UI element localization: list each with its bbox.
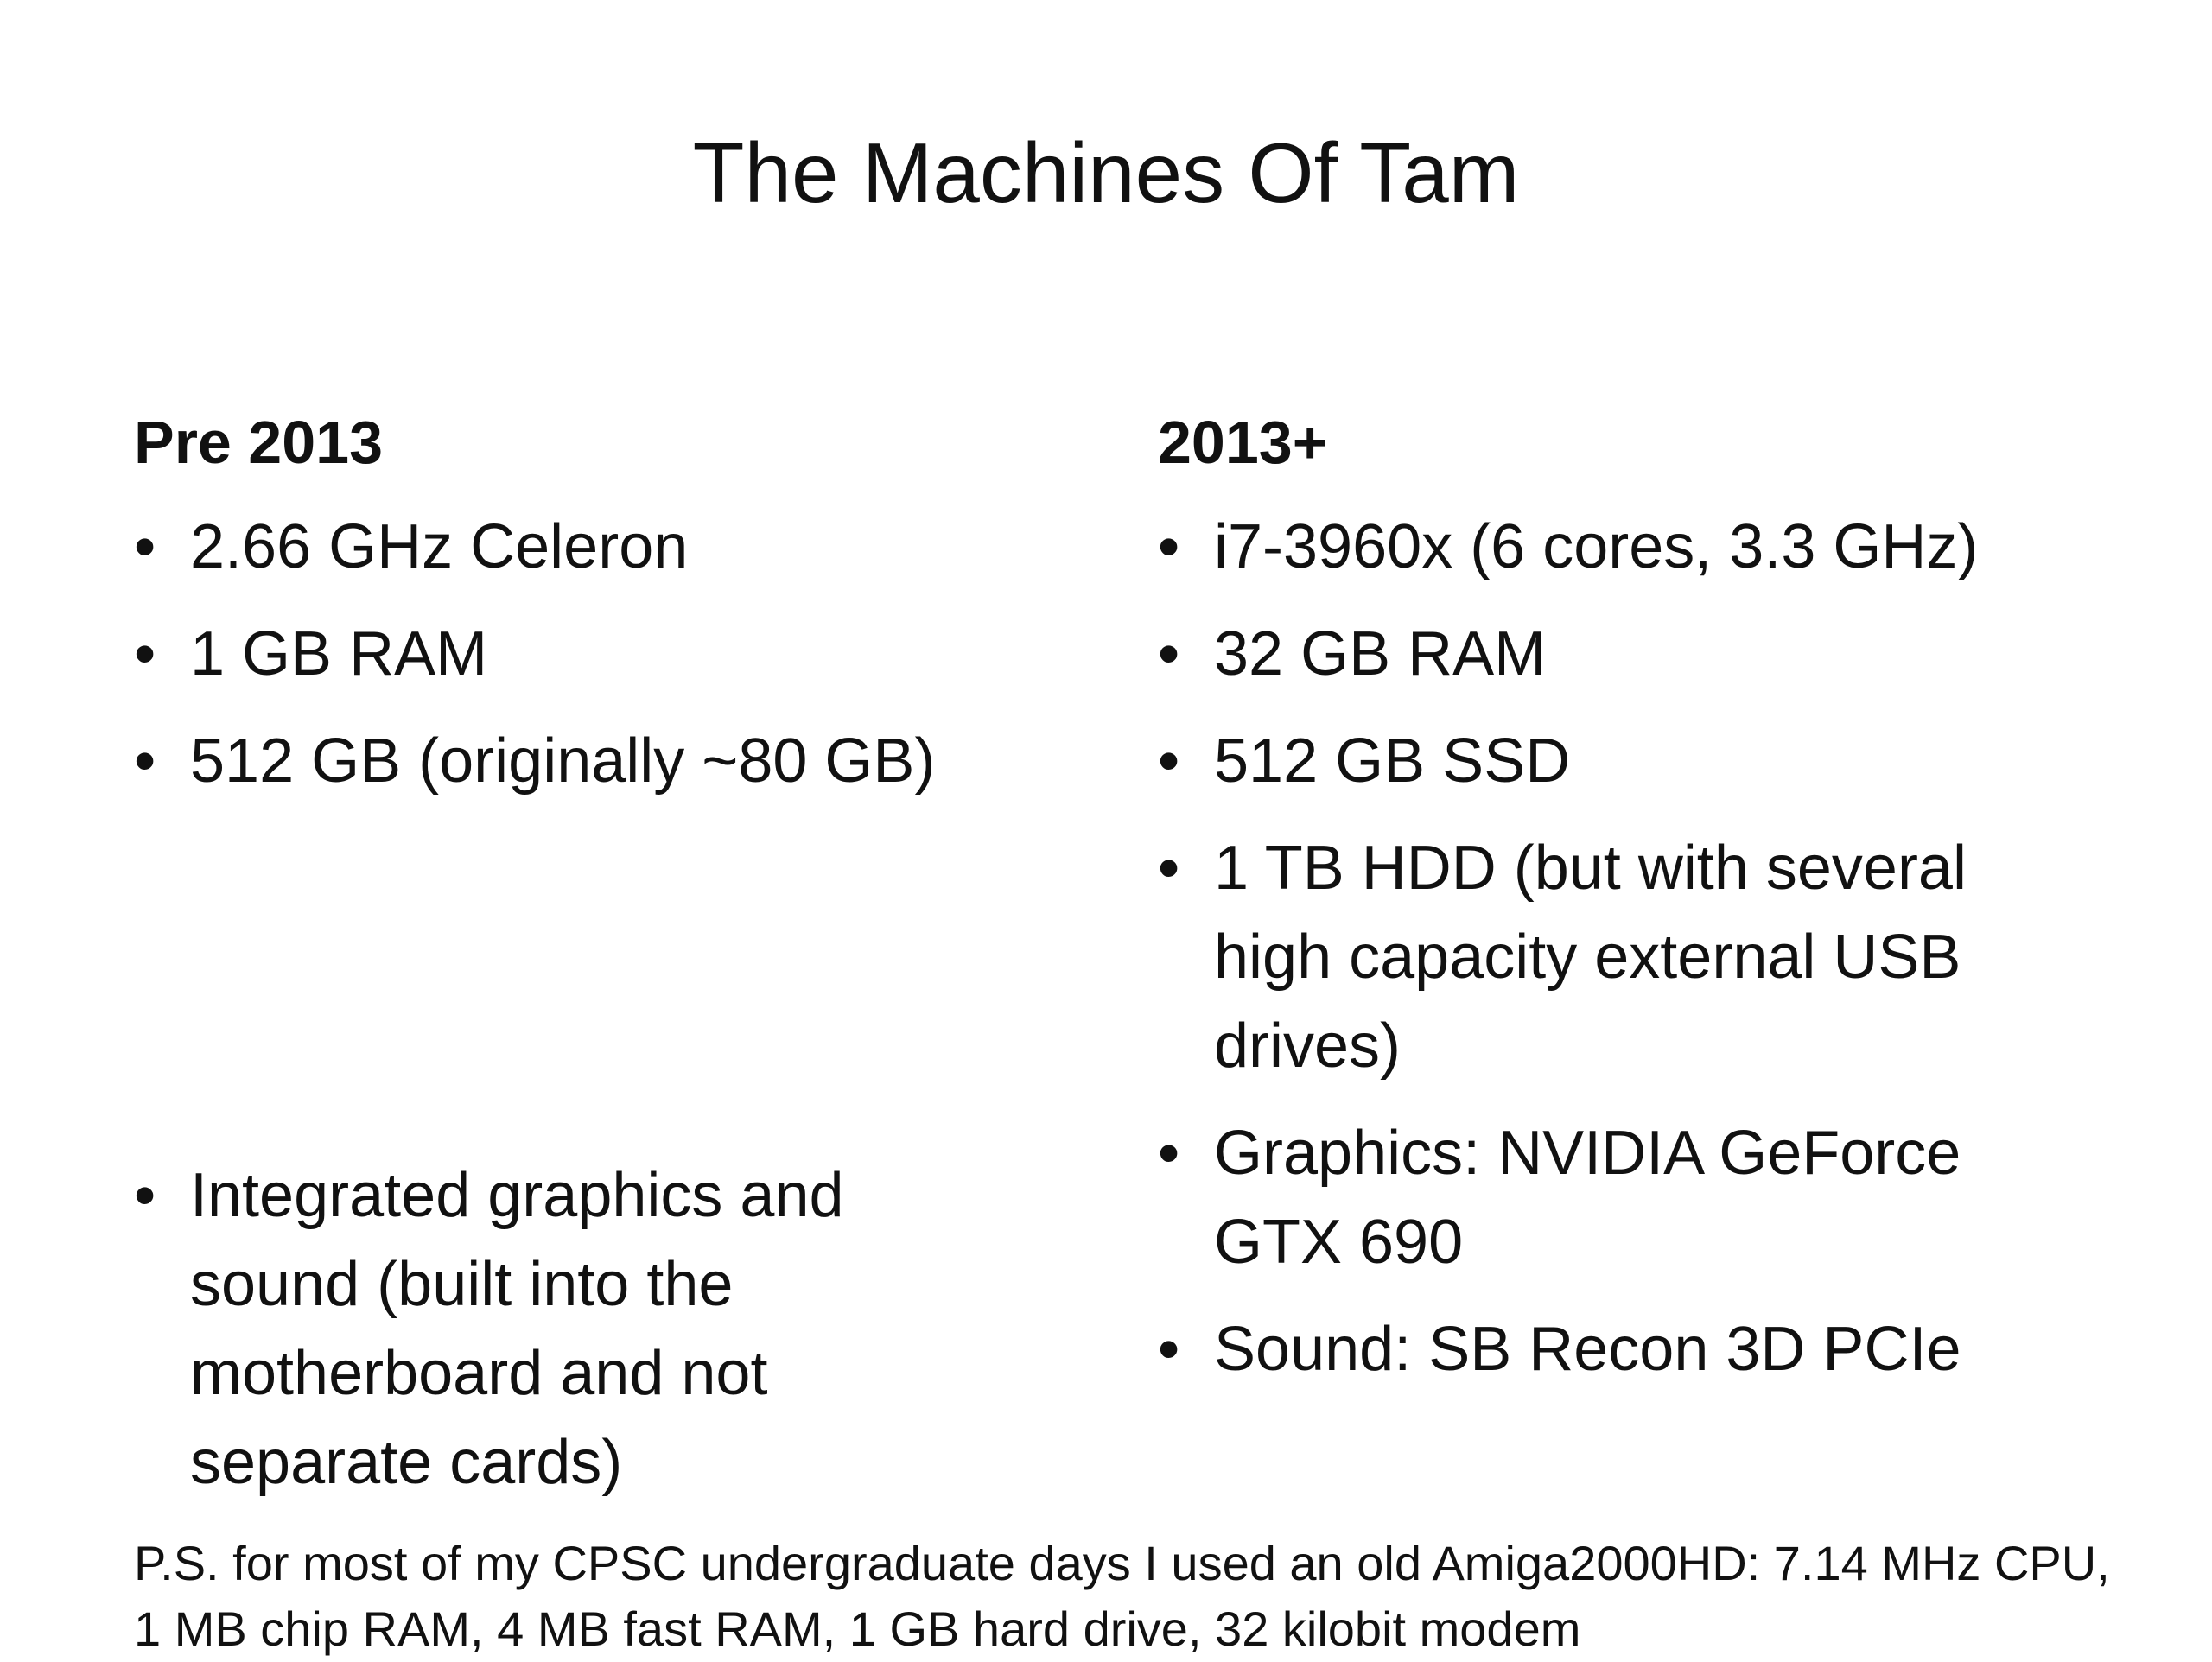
left-column: Pre 2013 • 2.66 GHz Celeron • 1 GB RAM •… [134, 399, 1084, 1526]
bullet-text: 1 GB RAM [190, 619, 488, 688]
list-item: • 512 GB SSD [1158, 717, 2108, 806]
bullet-icon: • [134, 1161, 156, 1230]
list-item: • 32 GB RAM [1158, 610, 2108, 699]
list-item: • 1 GB RAM [134, 610, 1084, 699]
bullet-text: 1 TB HDD (but with several high capacity… [1214, 834, 1967, 1081]
bullet-icon: • [134, 726, 156, 796]
bullet-text: 32 GB RAM [1214, 619, 1547, 688]
list-item: • 1 TB HDD (but with several high capaci… [1158, 824, 2108, 1091]
bullet-icon: • [1158, 1315, 1180, 1384]
bullet-icon: • [1158, 834, 1180, 903]
left-column-heading: Pre 2013 [134, 409, 384, 476]
bullet-icon: • [1158, 1119, 1180, 1188]
bullet-text: 2.66 GHz Celeron [190, 512, 689, 581]
list-item: • 512 GB (originally ~80 GB) [134, 717, 1084, 806]
list-item: • 2.66 GHz Celeron [134, 503, 1084, 592]
bullet-text: i7-3960x (6 cores, 3.3 GHz) [1214, 512, 1979, 581]
right-bullet-list: • i7-3960x (6 cores, 3.3 GHz) • 32 GB RA… [1158, 503, 2108, 1394]
right-column-heading: 2013+ [1158, 409, 1328, 476]
bullet-icon: • [1158, 726, 1180, 796]
bullet-text: Sound: SB Recon 3D PCIe [1214, 1315, 1961, 1384]
left-bullet-list: • 2.66 GHz Celeron • 1 GB RAM • 512 GB (… [134, 503, 1084, 1507]
list-item: • Sound: SB Recon 3D PCIe [1158, 1305, 2108, 1394]
bullet-icon: • [1158, 619, 1180, 688]
bullet-icon: • [1158, 512, 1180, 581]
bullet-text: Integrated graphics and sound (built int… [190, 1161, 844, 1497]
bullet-icon: • [134, 619, 156, 688]
right-column: 2013+ • i7-3960x (6 cores, 3.3 GHz) • 32… [1158, 399, 2108, 1412]
list-item: • Integrated graphics and sound (built i… [134, 1151, 1084, 1507]
bullet-icon: • [134, 512, 156, 581]
bullet-text: Graphics: NVIDIA GeForce GTX 690 [1214, 1119, 1961, 1277]
footnote: P.S. for most of my CPSC undergraduate d… [134, 1536, 2110, 1656]
bullet-text: 512 GB (originally ~80 GB) [190, 726, 936, 796]
list-item: • i7-3960x (6 cores, 3.3 GHz) [1158, 503, 2108, 592]
list-item: • Graphics: NVIDIA GeForce GTX 690 [1158, 1109, 2108, 1287]
bullet-text: 512 GB SSD [1214, 726, 1571, 796]
slide-title: The Machines Of Tam [692, 125, 1520, 220]
